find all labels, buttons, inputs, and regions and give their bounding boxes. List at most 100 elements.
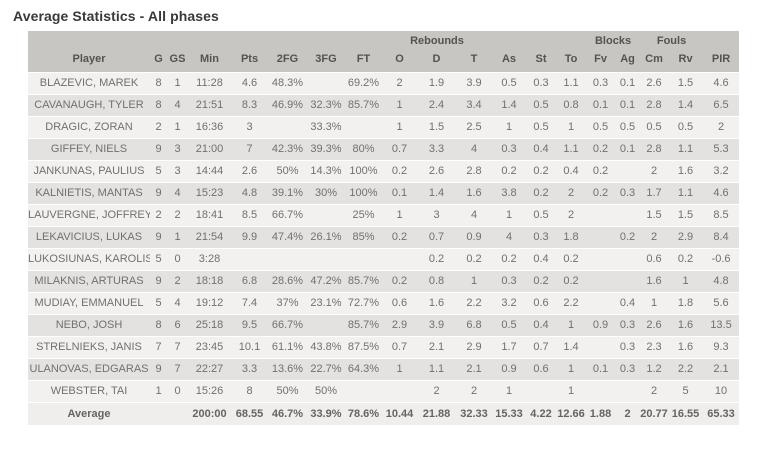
stat-cell: 22:27: [188, 358, 231, 381]
stat-cell: 3.9: [456, 72, 493, 95]
stat-cell: 1.6: [456, 182, 493, 205]
stat-cell: 61.1%: [268, 336, 307, 359]
player-row: WEBSTER, TAI 1 0 15:26 8 50% 50% 2 2 1 1 2 5 10: [28, 380, 740, 403]
stat-cell: 6: [167, 314, 188, 337]
stat-cell: 0.2: [586, 138, 616, 161]
stat-cell: -0.6: [703, 248, 740, 271]
stat-cell: 2.4: [417, 94, 456, 117]
stat-cell: 9.9: [231, 226, 268, 249]
stat-cell: 0.3: [526, 72, 557, 95]
stat-cell: 0.6: [526, 292, 557, 315]
player-row: GIFFEY, NIELS 9 3 21:00 7 42.3% 39.3% 80% 0.7 3.3…: [28, 138, 740, 161]
stat-cell: 4.8: [703, 270, 740, 293]
stat-cell: 6.8: [456, 314, 493, 337]
stat-cell: 0.4: [526, 138, 557, 161]
col-header-st: St: [526, 47, 557, 73]
stat-cell: 80%: [345, 138, 382, 161]
stat-cell: 0.3: [615, 182, 641, 205]
stat-cell: 0.2: [526, 270, 557, 293]
stat-cell: 1: [456, 270, 493, 293]
stat-cell: 1: [492, 204, 527, 227]
average-stat-cell: [167, 402, 188, 425]
stat-cell: [345, 380, 382, 403]
stat-cell: 5: [150, 248, 167, 271]
stat-cell: 2: [150, 116, 167, 139]
stat-cell: 5.6: [703, 292, 740, 315]
stat-cell: 8: [150, 72, 167, 95]
stat-cell: 2: [640, 160, 669, 183]
average-stat-cell: 33.9%: [307, 402, 345, 425]
stat-cell: 85.7%: [345, 94, 382, 117]
stat-cell: [268, 248, 307, 271]
stat-cell: 47.4%: [268, 226, 307, 249]
stat-cell: 3: [231, 116, 268, 139]
stat-cell: 0.3: [492, 270, 527, 293]
stat-cell: 3: [167, 160, 188, 183]
player-row: ULANOVAS, EDGARAS 9 7 22:27 3.3 13.6% 22.7% 64.…: [28, 358, 740, 381]
stat-cell: 2.3: [640, 336, 669, 359]
col-header-pir: PIR: [703, 47, 740, 73]
stat-cell: 1.5: [668, 204, 704, 227]
player-row: MUDIAY, EMMANUEL 5 4 19:12 7.4 37% 23.1% 72.7% 0…: [28, 292, 740, 315]
player-name-cell: MUDIAY, EMMANUEL: [28, 292, 150, 315]
stat-cell: 1.2: [640, 358, 669, 381]
stat-cell: 0.1: [382, 182, 417, 205]
stat-cell: 50%: [307, 380, 345, 403]
stat-cell: 1: [382, 358, 417, 381]
stat-cell: 1.8: [556, 226, 587, 249]
stat-cell: 0.1: [586, 94, 616, 117]
stat-cell: 9.3: [703, 336, 740, 359]
stat-cell: 0.3: [492, 138, 527, 161]
stat-cell: 0.5: [615, 116, 641, 139]
stat-cell: 28.6%: [268, 270, 307, 293]
stat-cell: 2: [167, 270, 188, 293]
stat-cell: 0.2: [417, 248, 456, 271]
stat-cell: 7: [231, 138, 268, 161]
stat-cell: 33.3%: [307, 116, 345, 139]
stat-cell: 0.1: [615, 138, 641, 161]
average-label-cell: Average: [28, 402, 150, 425]
stat-cell: [586, 336, 616, 359]
average-stat-cell: 32.33: [456, 402, 493, 425]
stat-cell: 5.3: [703, 138, 740, 161]
stat-cell: 1.4: [492, 94, 527, 117]
stat-cell: 7: [167, 358, 188, 381]
stat-cell: 0.2: [556, 248, 587, 271]
stat-cell: 2.2: [456, 292, 493, 315]
stat-cell: 0.7: [526, 336, 557, 359]
average-stat-cell: 1.88: [586, 402, 616, 425]
player-name-cell: KALNIETIS, MANTAS: [28, 182, 150, 205]
stat-cell: 30%: [307, 182, 345, 205]
stat-cell: 2: [417, 380, 456, 403]
stat-cell: 0.3: [615, 358, 641, 381]
stat-cell: [307, 248, 345, 271]
stat-cell: 0.2: [492, 248, 527, 271]
stat-cell: 5: [150, 292, 167, 315]
player-row: DRAGIC, ZORAN 2 1 16:36 3 33.3% 1 1.5 2.5 1 0.5 1 0.…: [28, 116, 740, 139]
stat-cell: 0.9: [492, 358, 527, 381]
stat-cell: [586, 292, 616, 315]
stat-cell: 8.5: [231, 204, 268, 227]
group-header-spacer: [703, 31, 740, 47]
stat-cell: 0.2: [586, 182, 616, 205]
stat-cell: 2.2: [668, 358, 704, 381]
stat-cell: 50%: [268, 160, 307, 183]
col-header-gs: GS: [167, 47, 188, 73]
stat-cell: 1: [556, 116, 587, 139]
player-name-cell: LEKAVICIUS, LUKAS: [28, 226, 150, 249]
stat-cell: 0.5: [526, 94, 557, 117]
stat-cell: 1.1: [417, 358, 456, 381]
stat-cell: 21:51: [188, 94, 231, 117]
stat-cell: 100%: [345, 160, 382, 183]
stat-cell: 0.2: [456, 248, 493, 271]
stat-cell: 3:28: [188, 248, 231, 271]
stat-cell: 23.1%: [307, 292, 345, 315]
col-header-2fg: 2FG: [268, 47, 307, 73]
stat-cell: 0.2: [556, 270, 587, 293]
stat-cell: [586, 380, 616, 403]
stat-cell: 1: [167, 116, 188, 139]
stat-cell: 5: [150, 160, 167, 183]
stat-cell: 4: [167, 94, 188, 117]
stat-cell: 1.1: [556, 72, 587, 95]
